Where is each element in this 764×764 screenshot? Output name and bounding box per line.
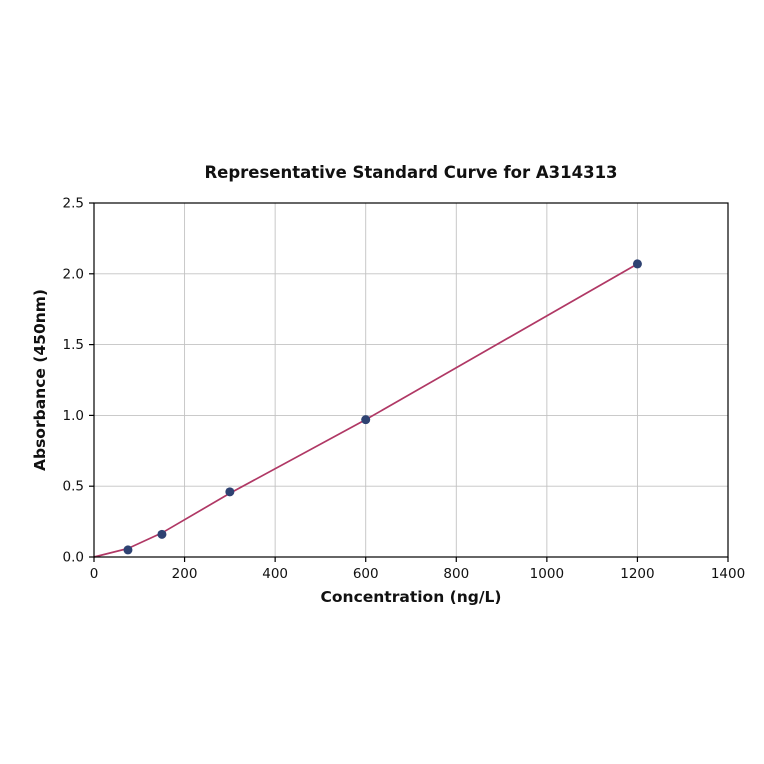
x-tick-label: 200 <box>172 566 198 582</box>
x-tick-label: 1000 <box>530 566 564 582</box>
fit-curve-line <box>93 263 638 558</box>
data-point <box>225 487 235 497</box>
y-tick-label: 0.0 <box>63 550 84 566</box>
y-axis-label: Absorbance (450nm) <box>31 288 49 472</box>
x-tick-label: 800 <box>443 566 469 582</box>
data-point <box>123 545 133 555</box>
x-axis-label: Concentration (ng/L) <box>320 588 502 606</box>
data-point <box>157 529 167 539</box>
x-tick-label: 400 <box>262 566 288 582</box>
y-tick-label: 1.5 <box>63 337 84 353</box>
y-tick-label: 1.0 <box>63 408 84 424</box>
x-tick-label: 0 <box>90 566 99 582</box>
y-tick-label: 2.5 <box>63 196 84 212</box>
plot-border <box>93 202 729 558</box>
data-point <box>361 415 371 425</box>
chart-title: Representative Standard Curve for A31431… <box>204 163 618 182</box>
data-point <box>632 259 642 269</box>
x-tick-label: 1400 <box>711 566 745 582</box>
x-tick-label: 1200 <box>620 566 654 582</box>
y-tick-label: 0.5 <box>63 479 84 495</box>
x-tick-label: 600 <box>353 566 379 582</box>
y-tick-label: 2.0 <box>63 266 84 282</box>
